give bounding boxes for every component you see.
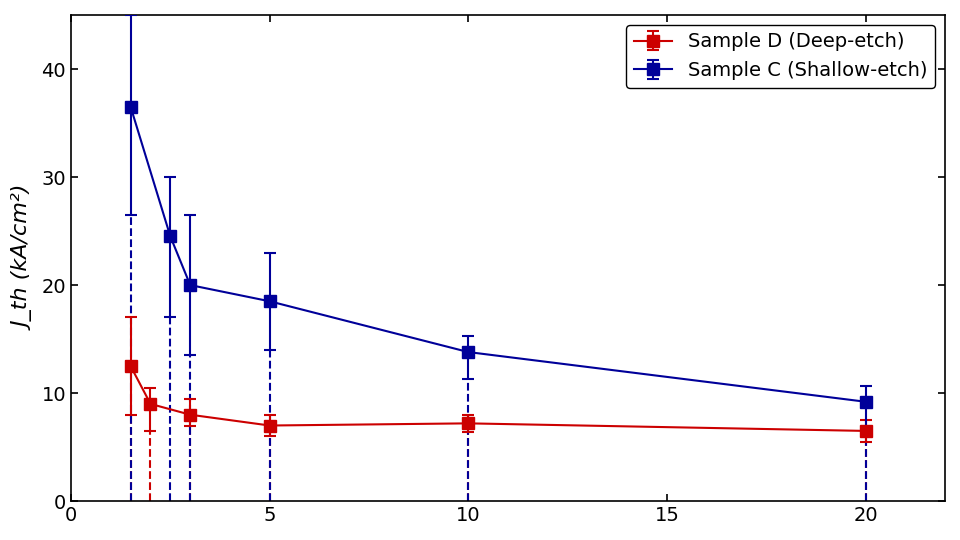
Legend: Sample D (Deep-etch), Sample C (Shallow-etch): Sample D (Deep-etch), Sample C (Shallow-… — [626, 25, 935, 88]
Y-axis label: J_th (kA/cm²): J_th (kA/cm²) — [15, 186, 36, 330]
